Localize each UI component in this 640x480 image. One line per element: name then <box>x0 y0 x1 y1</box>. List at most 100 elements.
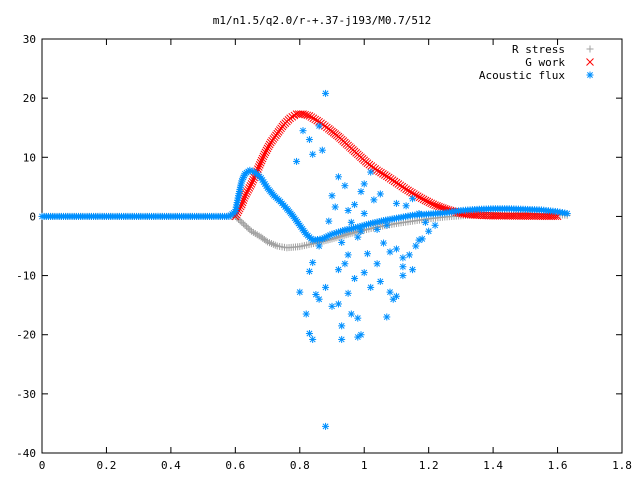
data-point <box>367 283 375 291</box>
x-tick-label: 0.2 <box>97 459 117 472</box>
data-point <box>389 295 397 303</box>
data-point <box>309 114 318 123</box>
data-point <box>322 89 330 97</box>
data-point <box>239 220 247 228</box>
data-point <box>425 227 433 235</box>
data-point <box>338 335 346 343</box>
data-point <box>351 275 359 283</box>
data-point <box>373 225 381 233</box>
data-point <box>257 156 266 165</box>
data-point <box>244 224 252 232</box>
data-point <box>305 330 313 338</box>
data-point <box>262 237 270 245</box>
data-point <box>357 188 365 196</box>
data-point <box>305 136 313 144</box>
data-point <box>386 248 394 256</box>
legend-marker <box>586 71 594 79</box>
data-point <box>247 180 256 188</box>
data-point <box>293 157 301 165</box>
data-point <box>244 185 253 194</box>
data-point <box>399 254 407 262</box>
data-point <box>243 187 252 196</box>
data-point <box>264 142 273 151</box>
data-point <box>242 189 250 198</box>
data-point <box>236 217 244 225</box>
y-tick-label: 0 <box>29 210 36 223</box>
data-point <box>405 251 413 259</box>
data-point <box>315 122 323 130</box>
data-point <box>415 193 424 202</box>
data-point <box>357 227 365 235</box>
data-point <box>241 221 249 229</box>
data-point <box>347 218 355 226</box>
data-point <box>344 251 352 259</box>
data-point <box>423 197 432 206</box>
plot-frame <box>41 38 623 454</box>
data-point <box>263 144 272 153</box>
y-tick-label: -30 <box>16 388 36 401</box>
data-point <box>406 187 414 196</box>
data-point <box>305 112 314 120</box>
data-point <box>296 288 304 296</box>
y-tick-label: 30 <box>23 33 36 46</box>
data-point <box>386 288 394 296</box>
data-point <box>246 226 254 234</box>
x-tick-label: 1.2 <box>419 459 439 472</box>
data-point <box>262 146 271 155</box>
data-point <box>307 113 316 121</box>
data-point <box>409 266 417 274</box>
data-point <box>265 140 274 149</box>
data-point <box>392 199 400 207</box>
data-point <box>248 177 257 186</box>
x-tick-label: 1.6 <box>548 459 568 472</box>
data-point <box>354 233 362 241</box>
data-point <box>246 166 254 174</box>
legend-marker <box>586 45 594 53</box>
data-point <box>260 150 269 159</box>
data-point <box>238 218 246 226</box>
data-point <box>360 180 368 188</box>
legend-label: G work <box>525 56 565 69</box>
data-point <box>412 242 420 250</box>
data-point <box>328 192 336 200</box>
data-point <box>399 272 407 280</box>
x-tick-label: 0.4 <box>161 459 181 472</box>
data-point <box>363 250 371 258</box>
data-point <box>344 207 352 215</box>
data-point <box>299 110 307 118</box>
data-point <box>379 169 387 178</box>
data-point <box>383 221 391 229</box>
data-point <box>360 269 368 277</box>
data-point <box>431 221 439 229</box>
data-point <box>309 150 317 158</box>
x-tick-label: 0.8 <box>290 459 310 472</box>
data-point <box>309 335 317 343</box>
data-point <box>290 111 299 120</box>
data-point <box>305 267 313 275</box>
data-point <box>301 110 310 119</box>
plot-marks <box>38 89 571 430</box>
data-point <box>255 161 264 169</box>
data-point <box>338 238 346 246</box>
data-point <box>421 218 429 226</box>
data-point <box>341 260 349 268</box>
data-point <box>376 190 384 198</box>
y-tick-label: -40 <box>16 447 36 460</box>
data-point <box>256 158 265 167</box>
data-point <box>370 196 378 204</box>
data-point <box>334 300 342 308</box>
data-point <box>360 209 368 217</box>
data-point <box>421 196 430 205</box>
data-point <box>354 314 362 322</box>
data-point <box>312 290 320 298</box>
x-tick-label: 1.8 <box>612 459 632 472</box>
data-point <box>415 209 423 217</box>
data-point <box>418 235 426 243</box>
data-point <box>373 166 381 175</box>
data-point <box>377 168 385 177</box>
y-tick-label: 10 <box>23 151 36 164</box>
data-point <box>331 203 339 211</box>
data-point <box>425 198 434 207</box>
data-point <box>347 310 355 318</box>
